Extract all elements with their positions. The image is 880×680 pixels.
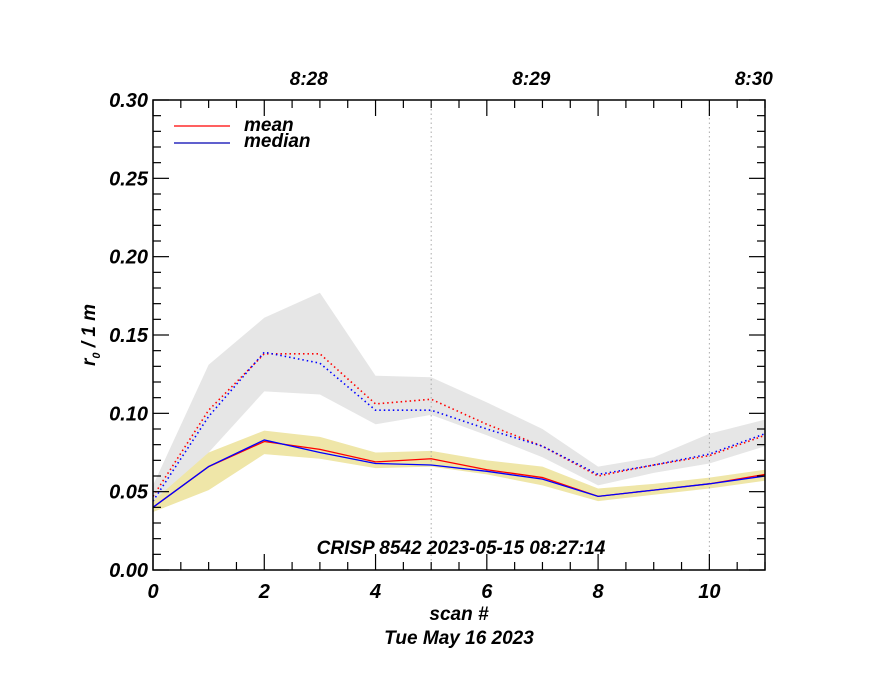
y-axis-label: r0 / 1 m [79,304,103,366]
series-lines [152,351,766,508]
y-tick-label: 0.15 [109,325,149,347]
x-axis-label: scan # [429,604,489,625]
y-axis-label-r: r [79,357,100,366]
footer-date: Tue May 16 2023 [384,628,534,649]
tick-labels: 0 2 4 6 8 10 0.00 0.05 0.10 0.15 0.20 0.25 0.30 8:28 8… [109,69,773,603]
band-lower-range [153,430,765,513]
top-axis-time-label: 8:30 [735,69,773,90]
x-tick-label: 6 [481,581,493,603]
legend: mean median [174,115,311,152]
x-tick-label: 4 [369,581,381,603]
x-tick-label: 2 [258,581,270,603]
svg-text:r0 / 1 m: r0 / 1 m [79,304,103,366]
vertical-markers [430,100,710,570]
y-axis-label-suffix: / 1 m [79,304,100,353]
series-median-upper [152,351,766,502]
annotation: CRISP 8542 2023-05-15 08:27:14 [317,538,606,559]
y-axis-label-subscript: 0 [91,352,103,359]
series-median-lower [152,439,766,508]
top-axis-time-label: 8:28 [290,69,328,90]
x-tick-label: 10 [698,581,720,603]
legend-mean-label: mean [244,115,294,136]
y-tick-label: 0.30 [109,90,148,112]
y-tick-label: 0.25 [109,168,149,190]
axis-ticks [152,99,766,571]
y-tick-label: 0.20 [109,247,148,269]
bands [153,292,765,513]
y-tick-label: 0.00 [109,560,148,582]
band-upper-range [153,292,765,508]
legend-median-label: median [244,131,311,152]
y-tick-label: 0.05 [109,482,149,504]
x-tick-label: 8 [593,581,605,603]
y-tick-label: 0.10 [109,403,148,425]
x-tick-label: 0 [147,581,158,603]
top-axis-time-label: 8:29 [512,69,550,90]
